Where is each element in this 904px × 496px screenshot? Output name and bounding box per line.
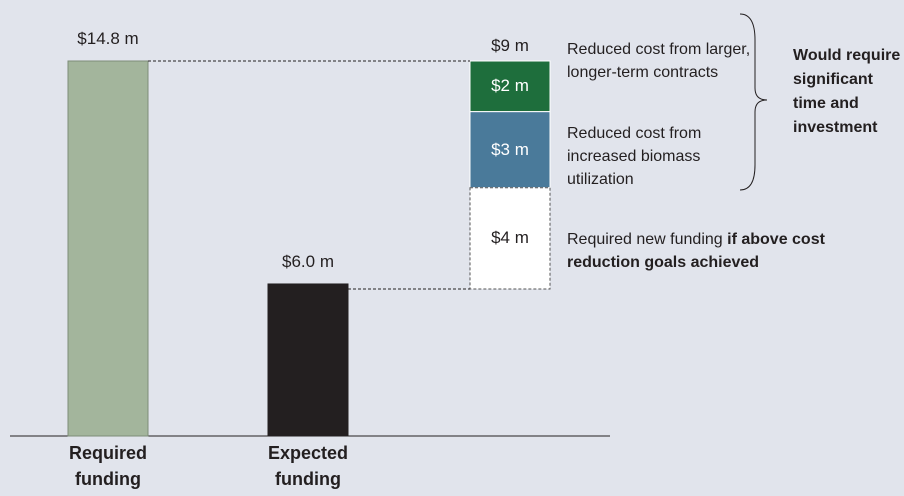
note-bold: if above cost reduction goals achieved [567, 231, 825, 271]
category-label: Required funding [68, 443, 147, 489]
gap-segment [469, 187, 551, 290]
value-label: $14.8 m [77, 29, 139, 48]
note-text: Reduced cost from larger, longer-term co… [567, 41, 751, 81]
bar [267, 283, 349, 437]
value-label: $6.0 m [282, 251, 334, 271]
gap-segment [469, 60, 551, 113]
note: Reduced cost from larger, longer-term co… [567, 38, 752, 84]
segment-label: $2 m [491, 76, 529, 96]
bracket [739, 13, 768, 191]
note: Reduced cost from increased biomass util… [567, 122, 752, 191]
segment-label: $3 m [491, 139, 529, 159]
note-text: Required new funding [567, 231, 723, 248]
category-label: Expected funding [267, 443, 349, 489]
note-text: Reduced cost from increased biomass util… [567, 125, 702, 188]
segment-label: $4 m [491, 228, 529, 248]
gap-segment [469, 111, 551, 189]
total-label: $9 m [491, 36, 529, 55]
bracket-note: Would require significant time and inves… [793, 47, 901, 136]
note: Required new funding if above cost reduc… [567, 228, 867, 274]
bar [67, 60, 149, 437]
